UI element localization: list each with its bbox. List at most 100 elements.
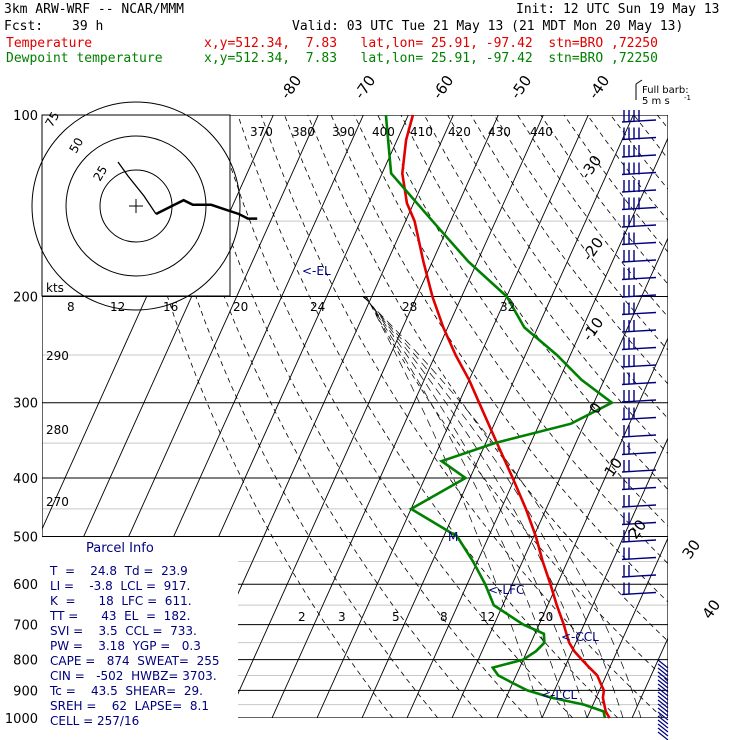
wind-barb bbox=[621, 556, 657, 561]
wind-barb bbox=[657, 715, 669, 725]
parcel-info-row: CIN = -502 HWBZ= 3703. bbox=[50, 669, 217, 683]
mixing-ratio-label: 5 bbox=[392, 610, 400, 624]
pressure-label: 800 bbox=[13, 654, 38, 669]
wind-barb bbox=[657, 707, 669, 717]
wind-barb bbox=[621, 434, 657, 438]
el-annotation: <-EL bbox=[302, 264, 331, 278]
wind-barb bbox=[657, 691, 669, 701]
wind-barb bbox=[657, 719, 669, 729]
isotherm-top-label: -40 bbox=[585, 72, 614, 102]
isotherm-right-label: -30 bbox=[577, 152, 606, 182]
ccl-annotation: <-CCL bbox=[561, 630, 599, 644]
wind-barb bbox=[657, 731, 669, 740]
dewpoint-legend: Dewpoint temperature bbox=[6, 51, 163, 66]
wind-barb bbox=[621, 521, 657, 526]
isotherm-top-label: -70 bbox=[351, 72, 380, 102]
parcel-info-row: CAPE = 874 SWEAT= 255 bbox=[50, 654, 220, 668]
dry-adiabat bbox=[447, 115, 668, 420]
hodograph-speed-label: 32 bbox=[500, 300, 515, 314]
forecast-hours: 39 h bbox=[72, 19, 104, 34]
hodograph-ring-label: 50 bbox=[66, 135, 86, 155]
isotherm-line bbox=[586, 536, 668, 718]
parcel-info-row: LI = -3.8 LCL = 917. bbox=[50, 579, 190, 593]
wind-barbs bbox=[621, 110, 669, 740]
forecast-label: Fcst: bbox=[4, 19, 44, 34]
pressure-label: 1000 bbox=[5, 712, 38, 727]
mixing-ratio-label: 8 bbox=[440, 610, 448, 624]
temperature-line bbox=[400, 114, 611, 719]
theta-label: 370 bbox=[250, 125, 273, 139]
parcel-info-row: PW = 3.18 YGP = 0.3 bbox=[50, 639, 201, 653]
lfc-annotation: <-LFC bbox=[488, 583, 524, 597]
isotherm-line bbox=[722, 115, 740, 718]
moist-adiabat bbox=[365, 296, 570, 718]
pressure-label: 100 bbox=[13, 109, 38, 124]
mixing-ratio-label: 20 bbox=[538, 610, 553, 624]
wind-barb bbox=[621, 224, 657, 228]
parcel-info-box bbox=[42, 537, 238, 718]
moist-adiabat bbox=[363, 296, 606, 718]
wind-barb bbox=[657, 711, 669, 721]
wind-barb bbox=[621, 469, 657, 473]
dry-adiabat bbox=[377, 115, 668, 527]
isotherm-top-label: -60 bbox=[429, 72, 458, 102]
dry-adiabat bbox=[260, 115, 664, 718]
hodograph-trace bbox=[155, 198, 258, 220]
wind-barb bbox=[657, 679, 669, 689]
wind-barb bbox=[621, 381, 657, 386]
parcel-info-title: Parcel Info bbox=[86, 541, 154, 556]
pressure-label: 400 bbox=[13, 472, 38, 487]
mixing-ratio-label: 2 bbox=[298, 610, 306, 624]
moist-adiabat bbox=[366, 296, 543, 718]
wind-barb bbox=[621, 259, 657, 263]
wind-barb bbox=[657, 683, 669, 693]
theta-label: 420 bbox=[448, 125, 471, 139]
lcl-annotation: <-LCL bbox=[541, 688, 577, 702]
mixing-ratio-label: 3 bbox=[338, 610, 346, 624]
wind-barb bbox=[621, 591, 657, 596]
moist-adiabat bbox=[364, 296, 588, 718]
isotherm-line bbox=[677, 115, 740, 718]
temperature-location-info: x,y=512.34, 7.83 lat,lon= 25.91, -97.42 … bbox=[204, 36, 658, 51]
theta-label: 400 bbox=[372, 125, 395, 139]
pressure-label: 300 bbox=[13, 397, 38, 412]
wind-barb bbox=[621, 311, 657, 316]
dry-adiabat bbox=[656, 115, 668, 130]
dry-adiabat bbox=[400, 115, 668, 491]
wind-barb bbox=[657, 675, 669, 685]
parcel-info-row: CELL = 257/16 bbox=[50, 714, 139, 728]
parcel-info-row: SREH = 62 LAPSE= 8.1 bbox=[50, 699, 209, 713]
wind-barb bbox=[657, 727, 669, 737]
hodograph-kts-label: kts bbox=[46, 281, 64, 295]
mixing-ratio-label: 12 bbox=[480, 610, 495, 624]
isotherm-top-label: -80 bbox=[277, 72, 306, 102]
pressure-label: 600 bbox=[13, 578, 38, 593]
wind-barb bbox=[621, 399, 657, 403]
dewpoint-location-info: x,y=512.34, 7.83 lat,lon= 25.91, -97.42 … bbox=[204, 51, 658, 66]
pressure-label: 200 bbox=[13, 291, 38, 306]
wind-barb bbox=[621, 329, 657, 333]
dry-adiabat bbox=[330, 115, 668, 603]
isotherm-right-label: 10 bbox=[601, 454, 627, 480]
isotherm-line bbox=[406, 136, 668, 718]
dry-adiabat bbox=[586, 115, 668, 222]
wind-barb bbox=[657, 659, 669, 669]
dry-adiabat bbox=[121, 115, 394, 718]
dry-adiabat bbox=[284, 115, 668, 683]
isotherm-line bbox=[361, 115, 634, 718]
theta-label: 390 bbox=[332, 125, 355, 139]
sounding-lines bbox=[42, 114, 615, 719]
theta-label: 380 bbox=[292, 125, 315, 139]
hodograph-ring-label: 75 bbox=[42, 109, 62, 129]
wind-barb bbox=[657, 671, 669, 681]
isotherm-line bbox=[541, 436, 668, 718]
hodograph-speed-label: 28 bbox=[402, 300, 417, 314]
wind-barb bbox=[657, 723, 669, 733]
hodograph-upper-trace bbox=[117, 161, 157, 215]
parcel-info-row: SVI = 3.5 CCL = 733. bbox=[50, 624, 197, 638]
moist-adiabat bbox=[363, 296, 624, 718]
isotherm-line bbox=[631, 636, 668, 718]
dry-adiabat bbox=[423, 115, 668, 455]
barb-key-exponent: -1 bbox=[684, 94, 691, 102]
